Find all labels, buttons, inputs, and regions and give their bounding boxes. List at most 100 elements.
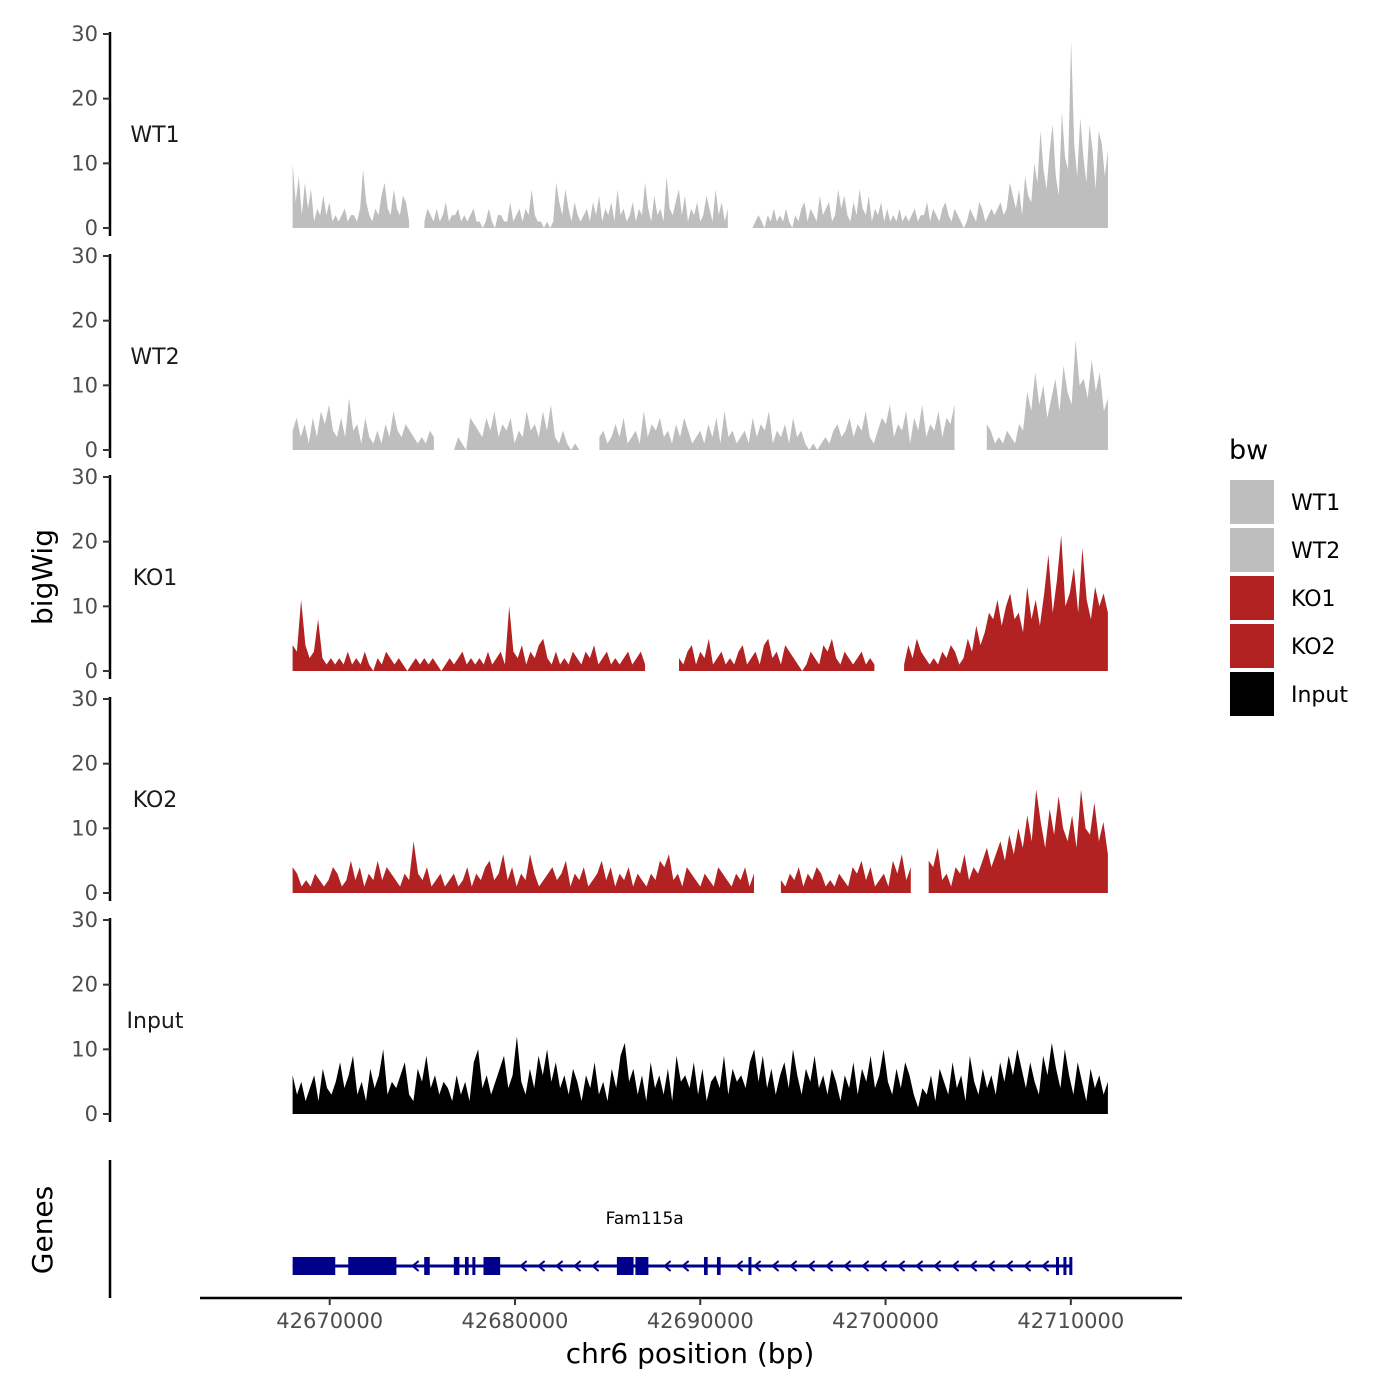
strand-arrow (897, 1260, 906, 1272)
y-tick-label: 30 (71, 22, 98, 46)
gene-exon (348, 1257, 397, 1275)
legend-swatch (1230, 672, 1274, 716)
strand-arrow (969, 1260, 978, 1272)
strand-arrow (1041, 1260, 1050, 1272)
strand-arrow (573, 1260, 582, 1272)
y-tick-label: 0 (85, 1102, 98, 1126)
track-label: Input (127, 1009, 184, 1034)
strand-arrow (933, 1260, 942, 1272)
strand-arrow (591, 1260, 600, 1272)
gene-exon (464, 1257, 469, 1275)
legend-label: WT2 (1291, 539, 1340, 564)
legend-item-wt1: WT1 (1230, 480, 1340, 524)
legend-swatch (1230, 528, 1274, 572)
strand-arrow (753, 1260, 762, 1272)
track-label: WT1 (130, 123, 179, 148)
legend: bw WT1 WT2 KO1 KO2 Input (1229, 435, 1348, 716)
y-tick-label: 10 (71, 594, 98, 618)
strand-arrow (537, 1260, 546, 1272)
area-wt1 (292, 40, 1108, 228)
y-tick-label: 30 (71, 908, 98, 932)
strand-arrow (843, 1260, 852, 1272)
gene-exon (292, 1257, 336, 1275)
legend-label: WT1 (1291, 491, 1340, 516)
strand-arrow (915, 1260, 924, 1272)
y-tick-label: 0 (85, 659, 98, 683)
strand-arrow (789, 1260, 798, 1272)
strand-arrow (861, 1260, 870, 1272)
genes-axis-title: Genes (26, 1186, 59, 1274)
y-tick-label: 10 (71, 1037, 98, 1061)
strand-arrow (411, 1260, 420, 1272)
track-label: KO2 (133, 788, 178, 813)
strand-arrow (1023, 1260, 1032, 1272)
y-tick-label: 20 (71, 87, 98, 111)
x-tick-label: 42670000 (276, 1309, 383, 1333)
gene-exon (424, 1257, 430, 1275)
x-axis-title: chr6 position (bp) (566, 1337, 815, 1370)
strand-arrow (663, 1260, 672, 1272)
track-ko1: 0 10 20 30 KO1 (71, 465, 1108, 683)
track-ko2: 0 10 20 30 KO2 (71, 687, 1108, 905)
legend-label: KO1 (1291, 587, 1336, 612)
strand-arrow (771, 1260, 780, 1272)
gene-exon (635, 1257, 649, 1275)
gene-name-label: Fam115a (606, 1209, 684, 1229)
y-tick-label: 10 (71, 373, 98, 397)
x-tick-label: 42700000 (832, 1309, 939, 1333)
legend-title: bw (1229, 435, 1268, 466)
area-wt2 (292, 340, 1108, 450)
y-tick-label: 10 (71, 816, 98, 840)
gene-exon (716, 1257, 721, 1275)
legend-swatch (1230, 576, 1274, 620)
y-tick-label: 20 (71, 973, 98, 997)
tracks-layer: 0 10 20 30 WT1 0 10 20 30 WT2 0 10 20 30 KO1 0 10 20 30 KO2… (71, 22, 1108, 1126)
strand-arrow (807, 1260, 816, 1272)
track-label: WT2 (130, 345, 179, 370)
genes-layer: Fam115a (108, 1160, 1073, 1298)
gene-exon (1056, 1257, 1060, 1275)
legend-label: Input (1291, 683, 1348, 708)
y-tick-label: 10 (71, 151, 98, 175)
y-tick-label: 0 (85, 438, 98, 462)
strand-arrow (951, 1260, 960, 1272)
x-axis: 42670000 42680000 42690000 42700000 42710000 (200, 1296, 1182, 1333)
legend-label: KO2 (1291, 635, 1336, 660)
x-tick-label: 42680000 (462, 1309, 569, 1333)
track-input: 0 10 20 30 Input (71, 908, 1108, 1126)
legend-item-ko1: KO1 (1230, 576, 1336, 620)
y-tick-label: 30 (71, 244, 98, 268)
gene-exon (748, 1257, 752, 1275)
gene-exon (703, 1257, 708, 1275)
strand-arrow (681, 1260, 690, 1272)
strand-arrow (1005, 1260, 1014, 1272)
strand-arrow (519, 1260, 528, 1272)
gene-exon (453, 1257, 460, 1275)
legend-swatch (1230, 624, 1274, 668)
y-tick-label: 20 (71, 309, 98, 333)
y-tick-label: 20 (71, 530, 98, 554)
legend-item-input: Input (1230, 672, 1348, 716)
y-tick-label: 30 (71, 465, 98, 489)
area-ko2 (292, 789, 1108, 893)
area-input (292, 1036, 1108, 1114)
y-tick-label: 0 (85, 216, 98, 240)
y-axis-title: bigWig (26, 529, 59, 625)
y-tick-label: 30 (71, 687, 98, 711)
legend-item-ko2: KO2 (1230, 624, 1336, 668)
y-tick-label: 20 (71, 752, 98, 776)
gene-exon (616, 1257, 634, 1275)
legend-swatch (1230, 480, 1274, 524)
track-wt2: 0 10 20 30 WT2 (71, 244, 1108, 462)
strand-arrow (987, 1260, 996, 1272)
gene-exon (1063, 1257, 1067, 1275)
strand-arrow (555, 1260, 564, 1272)
gene-exon (483, 1257, 501, 1275)
strand-arrow (825, 1260, 834, 1272)
track-wt1: 0 10 20 30 WT1 (71, 22, 1108, 240)
legend-item-wt2: WT2 (1230, 528, 1340, 572)
strand-arrow (735, 1260, 744, 1272)
gene-exon (472, 1257, 476, 1275)
